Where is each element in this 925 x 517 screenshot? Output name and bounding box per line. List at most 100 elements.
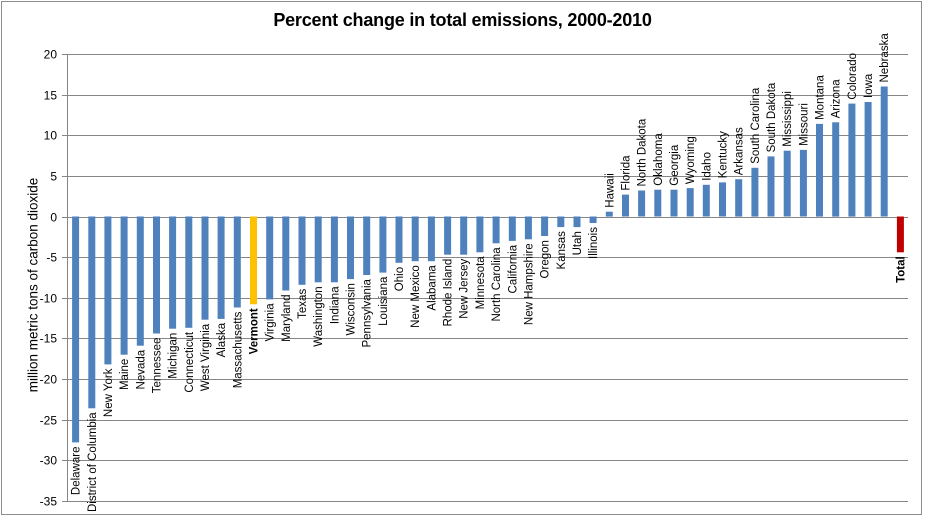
bar-rhode-island: [444, 216, 452, 255]
bar-idaho: [702, 184, 710, 217]
bar-district-of-columbia: [88, 216, 96, 409]
bar-texas: [298, 216, 306, 285]
bar-utah: [573, 216, 581, 228]
x-category-label: Total: [895, 256, 907, 283]
x-category-label: Maine: [119, 359, 131, 390]
x-category-label: Pennsylvania: [362, 278, 374, 347]
bar-louisiana: [379, 216, 387, 273]
bar-connecticut: [185, 216, 193, 328]
bar-south-dakota: [767, 156, 775, 217]
bar-delaware: [72, 216, 80, 443]
x-category-label: Indiana: [329, 286, 341, 324]
bar-montana: [816, 123, 823, 217]
x-category-label: Oregon: [540, 240, 552, 278]
bar-georgia: [670, 189, 678, 217]
x-category-label: Wisconsin: [346, 283, 358, 335]
bar-west-virginia: [201, 216, 209, 320]
y-tick-label: 20: [44, 48, 58, 62]
bar-arkansas: [735, 179, 743, 217]
bar-florida: [622, 194, 629, 217]
bar-alabama: [427, 216, 435, 262]
bar-ohio: [395, 216, 403, 263]
bar-oregon: [541, 216, 549, 236]
x-category-label: Ohio: [394, 267, 406, 291]
y-tick-label: -25: [40, 414, 58, 428]
y-tick-label: -15: [40, 332, 58, 346]
bar-arizona: [832, 122, 840, 217]
x-category-label: Mississippi: [782, 91, 794, 147]
x-category-label: Utah: [572, 231, 584, 255]
x-category-label: North Carolina: [491, 247, 503, 322]
x-category-label: Georgia: [669, 144, 681, 186]
x-category-label: Iowa: [863, 73, 875, 98]
bar-oklahoma: [654, 189, 662, 217]
bar-wisconsin: [347, 216, 354, 280]
x-category-label: Maryland: [281, 295, 293, 342]
bar-california: [508, 216, 516, 241]
bar-maryland: [282, 216, 290, 291]
bar-south-carolina: [751, 167, 759, 217]
x-category-label: Idaho: [701, 152, 713, 181]
x-category-label: Nevada: [135, 349, 147, 389]
x-category-label: Washington: [313, 286, 325, 346]
x-category-label: Rhode Island: [443, 259, 455, 327]
x-category-label: Texas: [297, 289, 309, 319]
bar-maine: [120, 216, 128, 355]
bar-vermont: [250, 216, 257, 305]
x-category-label: Hawaii: [604, 173, 616, 208]
y-tick-label: -20: [40, 373, 58, 387]
bar-illinois: [589, 216, 597, 223]
bar-nevada: [136, 216, 144, 346]
x-category-label: New Mexico: [410, 265, 422, 328]
x-category-label: Alabama: [426, 265, 438, 311]
x-category-label: West Virginia: [200, 323, 212, 391]
bar-colorado: [848, 103, 856, 217]
x-category-label: New Hampshire: [523, 243, 535, 325]
x-category-label: Michigan: [168, 333, 180, 379]
x-category-label: South Carolina: [750, 87, 762, 164]
bar-north-dakota: [638, 190, 646, 217]
bar-pennsylvania: [363, 216, 371, 275]
chart-title: Percent change in total emissions, 2000-…: [273, 10, 652, 30]
bar-indiana: [330, 216, 338, 283]
x-category-label: Massachusetts: [232, 311, 244, 388]
y-tick-label: -5: [46, 251, 57, 265]
bar-iowa: [864, 102, 872, 217]
x-category-label: Oklahoma: [653, 133, 665, 186]
x-category-label: Nebraska: [879, 33, 891, 83]
x-category-label: Wyoming: [685, 136, 697, 184]
bar-hawaii: [605, 211, 613, 217]
x-category-label: Virginia: [265, 303, 277, 342]
bar-mississippi: [783, 150, 791, 217]
bar-missouri: [799, 149, 807, 217]
x-category-label: Minnesota: [475, 256, 487, 310]
x-category-labels: Delaware District of Columbia New York Main…: [71, 33, 908, 512]
bar-kentucky: [719, 182, 726, 217]
bar-minnesota: [476, 216, 484, 253]
bar-massachusetts: [233, 216, 241, 308]
x-category-label: Delaware: [71, 447, 83, 496]
y-ticks: 20 15 10 5 0 -5 -10 -15 -20 -25 -30 -35: [40, 48, 58, 509]
x-category-label: District of Columbia: [87, 412, 99, 512]
bar-alaska: [217, 216, 225, 319]
y-tick-label: 5: [50, 170, 57, 184]
y-tick-label: -35: [40, 495, 58, 509]
bar-virginia: [266, 216, 274, 300]
bar-total: [896, 216, 904, 253]
bar-washington: [314, 216, 322, 283]
x-category-label: Missouri: [798, 103, 810, 146]
x-category-label: Louisiana: [378, 276, 390, 326]
bar-new-jersey: [460, 216, 468, 255]
y-tick-label: -30: [40, 454, 58, 468]
y-tick-label: 10: [44, 129, 58, 143]
x-category-label: North Dakota: [637, 118, 649, 186]
x-category-label: Colorado: [847, 53, 859, 100]
x-category-label: Kentucky: [718, 131, 730, 179]
y-tick-label: 0: [50, 211, 57, 225]
x-category-label: California: [507, 244, 519, 293]
x-category-label: Connecticut: [184, 331, 196, 393]
x-category-label: Alaska: [216, 322, 228, 357]
x-category-label: Vermont: [249, 308, 261, 354]
bar-kansas: [557, 216, 565, 228]
bars: [72, 86, 904, 443]
